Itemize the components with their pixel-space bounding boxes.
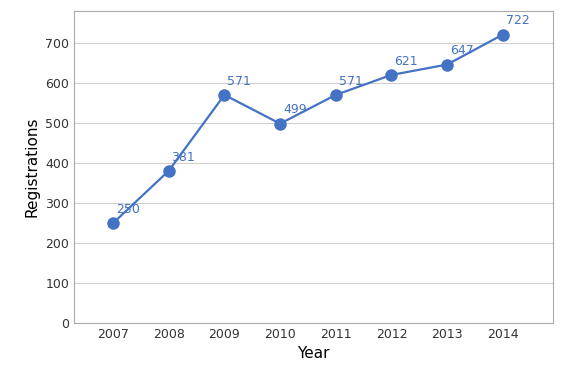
- Text: 381: 381: [172, 150, 196, 164]
- Text: 571: 571: [339, 75, 363, 88]
- Text: 571: 571: [227, 75, 251, 88]
- Text: 621: 621: [394, 55, 418, 68]
- Text: 722: 722: [506, 14, 530, 27]
- Text: 250: 250: [116, 203, 140, 216]
- Text: 499: 499: [283, 103, 307, 116]
- Text: 647: 647: [450, 44, 474, 57]
- Y-axis label: Registrations: Registrations: [25, 117, 40, 217]
- X-axis label: Year: Year: [297, 347, 330, 361]
